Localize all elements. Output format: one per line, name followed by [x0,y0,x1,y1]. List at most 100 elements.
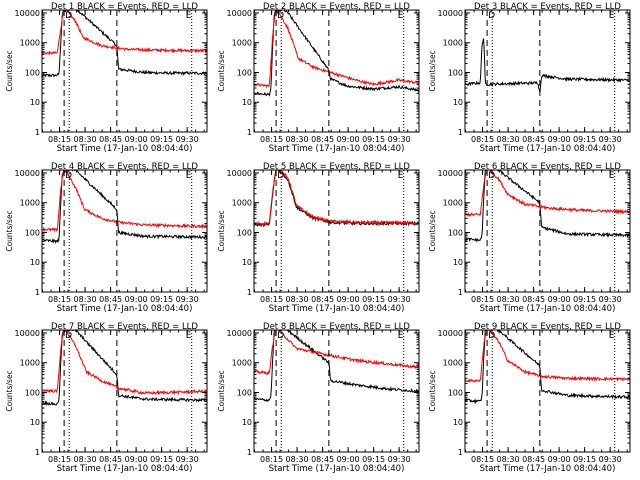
panel-title: Det 8 BLACK = Events, RED = LLD [263,322,410,332]
x-tick-label: 09:30 [599,455,622,464]
x-tick-label: 09:15 [150,295,173,304]
series-lld-line [254,170,419,227]
series-events-line [465,330,630,405]
x-tick-label: 09:30 [388,455,411,464]
y-tick-label: 1 [35,288,40,297]
y-tick-label: 10000 [438,329,463,338]
x-tick-label: 08:30 [286,135,309,144]
y-tick-label: 100 [25,388,40,397]
y-tick-label: 1 [35,128,40,137]
y-tick-label: 100 [448,388,463,397]
x-tick-label: 09:15 [573,455,596,464]
plot-area [254,10,419,132]
axes-frame [253,169,420,293]
x-tick-label: 09:30 [176,295,199,304]
x-tick-label: 09:30 [599,135,622,144]
x-tick-label: 08:45 [311,135,334,144]
x-tick-label: 08:45 [311,295,334,304]
marker-label-d: D [488,11,495,21]
marker-label-e: E [398,11,404,21]
x-tick-label: 09:15 [150,135,173,144]
x-tick-label: 09:15 [150,455,173,464]
y-tick-label: 1000 [232,359,252,368]
y-tick-label: 10000 [227,329,252,338]
x-tick-label: 09:15 [573,295,596,304]
y-axis-label: Counts/sec [428,50,437,91]
panel-title: Det 3 BLACK = Events, RED = LLD [474,2,621,12]
y-axis-label: Counts/sec [428,210,437,251]
x-tick-label: 08:30 [286,455,309,464]
x-tick-label: 08:45 [99,455,122,464]
x-axis-label: Start Time (17-Jan-10 08:04:40) [480,464,616,474]
series-events-line [42,330,207,407]
y-tick-label: 10 [242,98,252,107]
axes-frame [464,169,631,293]
x-tick-label: 09:30 [599,295,622,304]
series-lld-line [42,10,207,56]
series-lld-line [465,330,630,383]
x-tick-label: 09:30 [388,295,411,304]
series-lld-line [42,170,207,233]
x-tick-label: 08:45 [522,295,545,304]
x-axis-label: Start Time (17-Jan-10 08:04:40) [480,304,616,314]
y-axis-label: Counts/sec [217,50,226,91]
panel-title: Det 4 BLACK = Events, RED = LLD [51,162,198,172]
x-axis-label: Start Time (17-Jan-10 08:04:40) [269,304,405,314]
plot-area [254,330,419,452]
plot-area [42,330,207,452]
x-tick-label: 09:00 [548,135,571,144]
x-tick-label: 09:00 [337,455,360,464]
marker-label-d: D [488,331,495,341]
y-tick-label: 10 [30,418,40,427]
x-tick-label: 09:15 [362,135,385,144]
y-tick-label: 100 [25,68,40,77]
plot-area [465,330,630,452]
x-tick-label: 09:15 [362,455,385,464]
axes-frame [41,169,208,293]
x-tick-label: 08:30 [286,295,309,304]
x-axis-label: Start Time (17-Jan-10 08:04:40) [57,464,193,474]
x-tick-label: 09:00 [125,135,148,144]
x-tick-label: 08:15 [260,135,283,144]
panel-title: Det 9 BLACK = Events, RED = LLD [474,322,621,332]
y-tick-label: 1 [247,448,252,457]
x-tick-label: 08:15 [471,455,494,464]
x-tick-label: 08:30 [74,455,97,464]
x-tick-label: 09:30 [388,135,411,144]
marker-label-e: E [186,171,192,181]
y-tick-label: 100 [237,388,252,397]
series-lld-line [465,170,630,218]
x-tick-label: 09:15 [362,295,385,304]
y-tick-label: 1000 [232,39,252,48]
marker-label-e: E [186,11,192,21]
y-tick-label: 1000 [443,199,463,208]
marker-label-d: D [65,11,72,21]
series-events-line [42,170,207,245]
plot-area [465,10,630,132]
x-tick-label: 08:30 [74,295,97,304]
marker-label-e: E [609,171,615,181]
marker-label-e: E [609,331,615,341]
axes-frame [253,329,420,453]
x-tick-label: 08:15 [260,455,283,464]
x-tick-label: 08:15 [48,295,71,304]
x-tick-label: 09:00 [125,455,148,464]
y-tick-label: 10000 [15,169,40,178]
marker-label-d: D [277,331,284,341]
panel-title: Det 2 BLACK = Events, RED = LLD [263,2,410,12]
x-tick-label: 09:00 [548,455,571,464]
y-tick-label: 1 [247,128,252,137]
x-tick-label: 09:15 [573,135,596,144]
marker-label-d: D [277,11,284,21]
y-tick-label: 10 [30,98,40,107]
y-tick-label: 1 [458,448,463,457]
series-events-line [254,10,419,97]
x-tick-label: 09:00 [548,295,571,304]
marker-label-d: D [277,171,284,181]
